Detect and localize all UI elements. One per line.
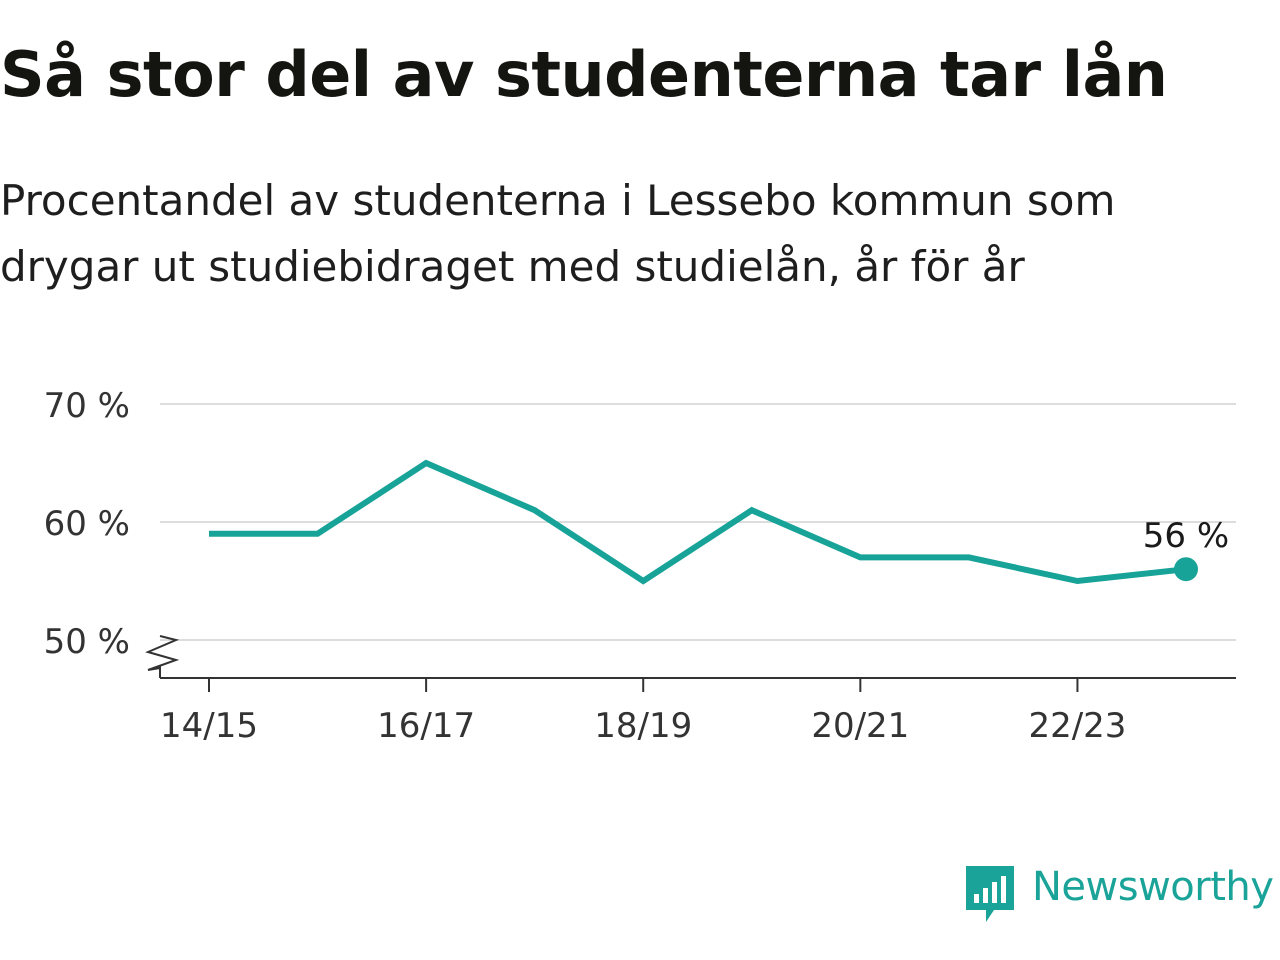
- y-axis-tick-labels: 50 % 60 % 70 %: [44, 386, 130, 662]
- x-tick-label: 22/23: [1028, 706, 1126, 746]
- y-tick-label: 50 %: [44, 622, 130, 662]
- data-labels: 56 %: [1143, 516, 1229, 556]
- chart-subtitle: Procentandel av studenterna i Lessebo ko…: [0, 176, 1116, 291]
- x-axis-tick-labels: 14/15 16/17 18/19 20/21 22/23: [160, 706, 1126, 746]
- y-axis-break-marker: [145, 635, 180, 671]
- brand-logo: Newsworthy: [964, 864, 1280, 924]
- y-tick-label: 70 %: [44, 386, 130, 426]
- series-line-group: [208, 459, 1198, 585]
- gridlines: [160, 403, 1236, 641]
- y-tick-label: 60 %: [44, 504, 130, 544]
- end-value-label: 56 %: [1143, 516, 1229, 556]
- end-point-marker: [1174, 557, 1198, 582]
- x-tick-label: 18/19: [594, 706, 692, 746]
- chart-title: Så stor del av studenterna tar lån: [0, 38, 1168, 111]
- series-line: [209, 459, 1187, 585]
- x-tick-label: 20/21: [811, 706, 909, 746]
- x-tick-label: 16/17: [377, 706, 475, 746]
- x-axis: [145, 635, 1236, 692]
- brand-name: Newsworthy: [1032, 864, 1274, 910]
- newsworthy-logo-icon: [966, 866, 1014, 922]
- line-chart: 50 % 60 % 70 % 14/15 16/17 18/19 20/21 22/23 5…: [44, 386, 1236, 746]
- x-tick-label: 14/15: [160, 706, 258, 746]
